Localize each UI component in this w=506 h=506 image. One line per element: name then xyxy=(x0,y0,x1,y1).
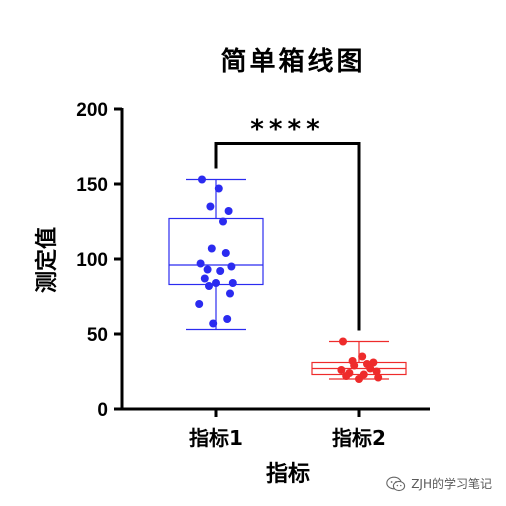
data-point xyxy=(374,373,383,382)
data-point xyxy=(369,358,378,367)
data-point xyxy=(358,352,367,361)
data-point xyxy=(350,361,359,370)
data-point xyxy=(219,217,227,226)
x-tick-label: 指标1 xyxy=(189,426,243,450)
y-tick-label: 200 xyxy=(76,100,108,121)
box-group xyxy=(311,337,407,383)
y-tick-label: 50 xyxy=(87,325,108,346)
y-tick-label: 0 xyxy=(97,400,108,421)
data-point xyxy=(342,372,351,380)
data-point xyxy=(223,315,232,323)
data-point xyxy=(337,366,346,374)
data-point xyxy=(196,259,205,268)
data-point xyxy=(224,207,233,215)
data-point xyxy=(339,337,347,346)
data-point xyxy=(372,367,381,376)
data-point xyxy=(228,279,237,287)
y-axis-title: 测定值 xyxy=(34,227,60,293)
y-tick-label: 150 xyxy=(76,175,108,196)
watermark: ZJH的学习笔记 xyxy=(386,475,492,492)
data-point xyxy=(198,175,206,184)
y-tick-label: 100 xyxy=(76,250,108,271)
data-point xyxy=(209,319,218,328)
box-series xyxy=(168,175,407,383)
data-point xyxy=(195,300,204,308)
wechat-icon xyxy=(386,476,406,491)
x-axis-title: 指标 xyxy=(266,461,310,487)
box-group xyxy=(168,175,264,331)
significance-label: **** xyxy=(250,115,324,145)
chart-title: 简单箱线图 xyxy=(220,46,365,77)
x-tick-label: 指标2 xyxy=(332,426,386,450)
data-point xyxy=(203,265,212,274)
data-point xyxy=(355,375,363,383)
data-point xyxy=(205,282,213,290)
box-iqr xyxy=(168,217,264,286)
axes: 0 50 100 150 200 指标1 指标2 xyxy=(76,100,430,450)
data-point xyxy=(206,202,215,211)
significance-line xyxy=(214,142,361,331)
data-point xyxy=(212,279,220,287)
data-point xyxy=(216,267,225,275)
significance-bracket: **** xyxy=(214,115,361,331)
data-point xyxy=(214,184,223,193)
data-point xyxy=(366,364,375,373)
watermark-text: ZJH的学习笔记 xyxy=(411,477,492,491)
data-point xyxy=(227,262,236,271)
data-point xyxy=(207,244,216,253)
data-point xyxy=(221,249,230,257)
data-point xyxy=(200,274,209,283)
data-point xyxy=(226,289,234,298)
